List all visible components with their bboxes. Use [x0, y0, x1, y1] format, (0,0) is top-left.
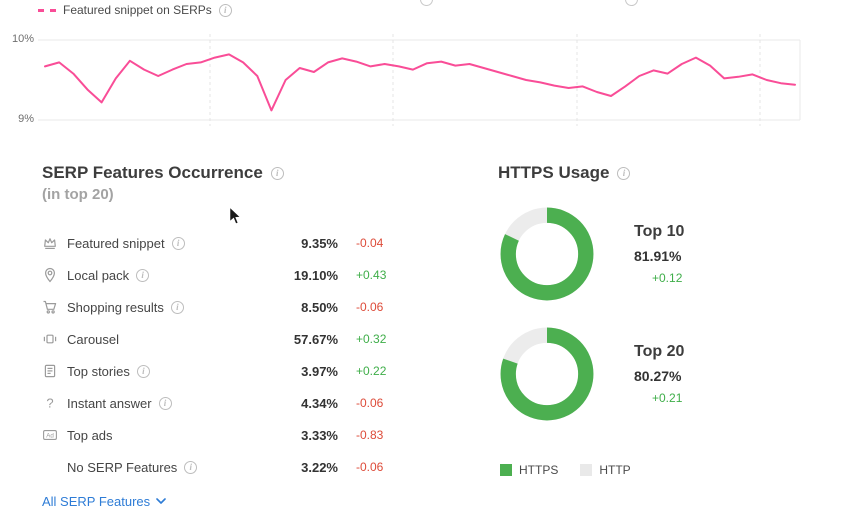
https-card-title-row: HTTPS Usage — [498, 163, 798, 183]
row-change: -0.06 — [356, 460, 384, 474]
y-axis-tick-10: 10% — [11, 33, 34, 45]
info-icon[interactable] — [136, 364, 150, 378]
all-serp-features-link[interactable]: All SERP Features — [42, 494, 166, 509]
https-top10-block: Top 10 81.91% +0.12 — [498, 205, 698, 303]
row-label: Top ads — [67, 427, 113, 443]
top-ads-icon: Ad — [42, 427, 58, 443]
https-top20-texts: Top 20 80.27% +0.21 — [634, 343, 698, 405]
row-label: Carousel — [67, 331, 120, 347]
row-label: Featured snippet — [67, 235, 165, 251]
donut-https-arc — [500, 207, 594, 301]
https-top20-block: Top 20 80.27% +0.21 — [498, 325, 698, 423]
table-row[interactable]: Featured snippet 9.35% -0.04 — [42, 227, 402, 259]
local-pack-icon — [42, 267, 58, 283]
carousel-icon — [42, 331, 58, 347]
instant-answer-icon: ? — [42, 395, 58, 411]
row-change: +0.32 — [356, 332, 387, 346]
serp-card-subtitle: (in top 20) — [42, 186, 114, 203]
row-label: Top stories — [67, 363, 130, 379]
https-top10-texts: Top 10 81.91% +0.12 — [634, 223, 698, 285]
trend-line[interactable] — [44, 53, 796, 112]
donut-change: +0.21 — [652, 391, 683, 405]
row-change: -0.83 — [356, 428, 384, 442]
info-icon[interactable] — [270, 166, 284, 180]
row-value: 19.10% — [293, 267, 338, 283]
https-card-title: HTTPS Usage — [498, 163, 610, 182]
row-value: 3.97% — [301, 363, 338, 379]
chevron-down-icon — [156, 498, 166, 504]
trend-chart-canvas — [38, 34, 801, 126]
row-change: +0.22 — [356, 364, 387, 378]
info-icon[interactable] — [136, 268, 150, 282]
top-stories-icon — [42, 363, 58, 379]
row-change: -0.04 — [356, 236, 384, 250]
donut-value: 80.27% — [634, 368, 682, 384]
https-top10-donut[interactable] — [498, 205, 596, 303]
donut-label: Top 10 — [634, 223, 685, 240]
chart-legend: Featured snippet on SERPs — [38, 3, 232, 17]
row-value: 4.34% — [301, 395, 338, 411]
legend-label: HTTPS — [519, 463, 559, 477]
serp-features-card: SERP Features Occurrence (in top 20) Fea… — [42, 163, 422, 511]
no-icon-spacer — [42, 459, 58, 475]
pink-dash-legend-marker — [38, 8, 56, 12]
https-top20-donut[interactable] — [498, 325, 596, 423]
legend-label: HTTP — [599, 463, 631, 477]
https-swatch — [500, 464, 512, 476]
serp-card-title: SERP Features Occurrence — [42, 163, 263, 182]
serp-rows: Featured snippet 9.35% -0.04 Local pack … — [42, 227, 422, 483]
row-label: Local pack — [67, 267, 130, 283]
svg-text:Ad: Ad — [46, 432, 54, 439]
donut-https-arc — [500, 327, 594, 421]
row-label: Instant answer — [67, 395, 152, 411]
row-value: 57.67% — [293, 331, 338, 347]
table-row[interactable]: No SERP Features 3.22% -0.06 — [42, 451, 402, 483]
svg-text:?: ? — [46, 396, 53, 411]
table-row[interactable]: Local pack 19.10% +0.43 — [42, 259, 402, 291]
chart-legend-label: Featured snippet on SERPs — [63, 3, 212, 17]
info-icon[interactable] — [158, 396, 172, 410]
donut-label: Top 20 — [634, 343, 685, 360]
https-usage-card: HTTPS Usage Top 10 81.91% +0.12 Top 20 8… — [498, 163, 798, 477]
serp-card-title-row: SERP Features Occurrence — [42, 163, 422, 183]
trend-chart: Featured snippet on SERPs 10% 9% — [0, 0, 861, 148]
row-change: -0.06 — [356, 300, 384, 314]
donut-change: +0.12 — [652, 271, 683, 285]
row-change: +0.43 — [356, 268, 387, 282]
info-icon[interactable] — [617, 166, 631, 180]
info-icon[interactable] — [218, 3, 232, 17]
row-value: 3.33% — [301, 427, 338, 443]
info-icon[interactable] — [171, 236, 185, 250]
featured-snippet-icon — [42, 235, 58, 251]
info-icon[interactable] — [170, 300, 184, 314]
table-row[interactable]: Top stories 3.97% +0.22 — [42, 355, 402, 387]
y-axis-tick-9: 9% — [18, 113, 34, 125]
https-legend: HTTPS HTTP — [500, 463, 631, 477]
row-change: -0.06 — [356, 396, 384, 410]
row-value: 8.50% — [301, 299, 338, 315]
all-serp-features-label: All SERP Features — [42, 494, 151, 509]
table-row[interactable]: Ad Top ads 3.33% -0.83 — [42, 419, 402, 451]
table-row[interactable]: ? Instant answer 4.34% -0.06 — [42, 387, 402, 419]
row-value: 3.22% — [301, 459, 338, 475]
legend-item-https[interactable]: HTTPS — [500, 463, 558, 477]
table-row[interactable]: Carousel 57.67% +0.32 — [42, 323, 402, 355]
legend-item-http[interactable]: HTTP — [580, 463, 631, 477]
row-label: Shopping results — [67, 299, 164, 315]
table-row[interactable]: Shopping results 8.50% -0.06 — [42, 291, 402, 323]
row-label: No SERP Features — [67, 459, 178, 475]
http-swatch — [580, 464, 593, 476]
donut-value: 81.91% — [634, 248, 682, 264]
row-value: 9.35% — [301, 235, 338, 251]
info-icon[interactable] — [184, 460, 198, 474]
shopping-results-icon — [42, 299, 58, 315]
